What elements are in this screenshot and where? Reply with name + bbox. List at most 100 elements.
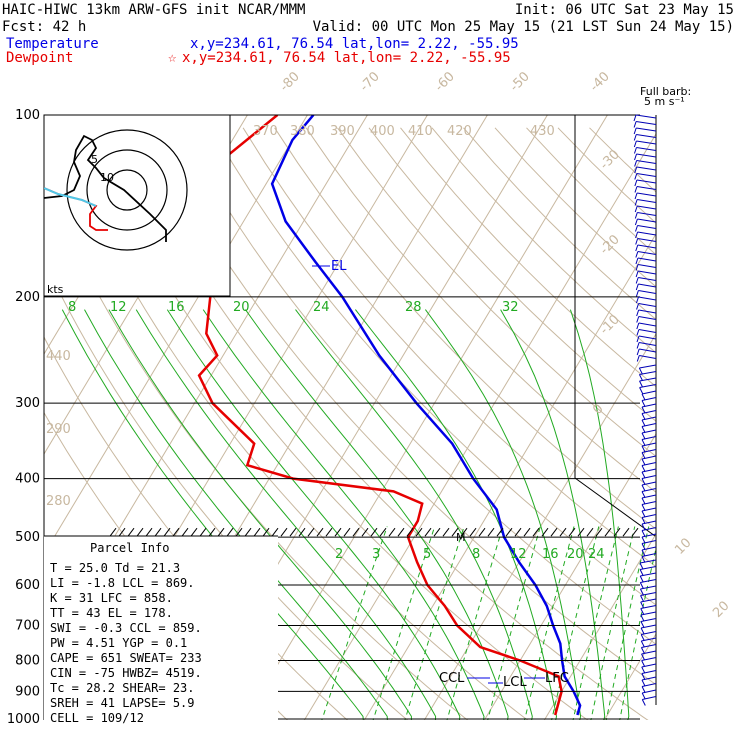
wind-barb-flag xyxy=(635,251,639,258)
parcel-info-row: LI = -1.8 LCL = 869. xyxy=(50,576,195,590)
mixing-ratio-label: 24 xyxy=(588,547,605,562)
wind-barb xyxy=(641,481,657,486)
mixing-ratio-line xyxy=(524,526,575,720)
hatch-mark xyxy=(559,527,567,537)
wind-barb-flag xyxy=(636,329,640,336)
wind-barb-flag xyxy=(641,692,646,700)
wind-barb-flag xyxy=(641,517,646,524)
hatch-mark xyxy=(514,527,522,537)
parcel-info-row: CELL = 109/12 xyxy=(50,711,144,725)
parcel-info-row: SWI = -0.3 CCL = 859. xyxy=(50,621,202,635)
dry-adiabat-line xyxy=(463,127,656,321)
lfc-label: LFC xyxy=(545,671,569,686)
wind-barb xyxy=(641,423,657,427)
wind-barb-flag xyxy=(636,342,640,349)
wind-barb xyxy=(640,624,657,629)
wind-barb-flag xyxy=(634,179,638,187)
wind-barb xyxy=(641,637,657,642)
wind-barb-flag xyxy=(640,640,645,648)
hatch-mark xyxy=(307,527,315,537)
hatch-mark xyxy=(460,527,468,537)
wind-barb xyxy=(640,605,657,609)
wind-barb-flag xyxy=(641,660,646,667)
temperature-legend: Temperature xyxy=(6,36,99,52)
pressure-tick-label: 1000 xyxy=(7,712,40,727)
isotherm-label: -30 xyxy=(597,147,623,173)
wind-barb-flag xyxy=(641,679,646,687)
hatch-mark xyxy=(505,527,513,537)
wind-barb-flag xyxy=(639,380,643,388)
hatch-mark xyxy=(352,527,360,537)
wind-barb-flag xyxy=(635,244,639,252)
wind-barb-flag xyxy=(636,303,640,310)
wind-barb xyxy=(636,192,657,197)
wind-barb xyxy=(641,670,657,674)
wind-barb xyxy=(641,644,657,648)
wind-barb xyxy=(641,520,657,525)
hatch-mark xyxy=(451,527,459,537)
theta-label: 290 xyxy=(46,422,71,437)
hatch-mark xyxy=(343,527,351,537)
wind-barb-flag xyxy=(641,452,646,459)
wind-barb xyxy=(636,140,657,145)
wind-barb-flag xyxy=(633,140,637,148)
wind-barb-flag xyxy=(641,666,646,674)
wind-barb xyxy=(641,390,657,395)
hatch-mark xyxy=(622,527,630,537)
wind-barb-flag xyxy=(633,127,637,135)
isotherm-label: -80 xyxy=(277,69,303,95)
wind-barb xyxy=(641,533,657,538)
pressure-tick-label: 900 xyxy=(15,684,40,699)
hatch-mark xyxy=(199,527,207,537)
hatch-mark xyxy=(253,527,261,537)
hatch-mark xyxy=(541,527,549,537)
pressure-tick-label: 500 xyxy=(15,530,40,545)
isotherm-label: -70 xyxy=(357,69,383,95)
mixing-ratio-label: 5 xyxy=(423,547,431,562)
wind-barb xyxy=(638,303,657,307)
hatch-mark xyxy=(478,527,486,537)
hatch-mark xyxy=(163,527,171,537)
hatch-mark xyxy=(235,527,243,537)
wind-barb xyxy=(641,494,657,499)
isotherm-label: -10 xyxy=(597,312,623,338)
wind-barb xyxy=(641,663,657,668)
ccl-label: CCL xyxy=(439,671,465,686)
wind-barb xyxy=(639,364,657,369)
wind-barb-flag xyxy=(635,257,639,265)
wind-barb-flag xyxy=(641,673,646,680)
parcel-info-row: Tc = 28.2 SHEAR= 23. xyxy=(50,681,195,695)
mixing-ratio-label: 20 xyxy=(233,300,250,315)
wind-barb-flag xyxy=(635,296,639,304)
wind-barb xyxy=(638,283,657,288)
wind-barb-flag xyxy=(640,614,645,622)
wind-barb-flag xyxy=(640,634,645,641)
valid-time: Valid: 00 UTC Mon 25 May 15 (21 LST Sun … xyxy=(313,19,734,35)
dry-adiabat-line xyxy=(400,127,656,388)
moist-adiabat-line xyxy=(166,309,461,720)
wind-barb-flag xyxy=(640,608,645,615)
hatch-mark xyxy=(172,527,180,537)
dry-adiabat-line xyxy=(148,127,656,686)
m-label: M xyxy=(456,531,466,544)
moist-adiabat-line xyxy=(84,309,388,720)
wind-barb xyxy=(641,527,657,531)
wind-barb xyxy=(640,585,657,590)
hatch-mark xyxy=(127,527,135,537)
hatch-mark xyxy=(109,527,117,537)
wind-barb xyxy=(641,488,657,492)
moist-adiabat-line xyxy=(244,309,509,720)
dry-adiabat-line xyxy=(305,127,656,493)
wind-barb-flag xyxy=(640,621,645,628)
wind-barb xyxy=(637,257,657,262)
forecast-hour: Fcst: 42 h xyxy=(2,19,86,35)
dewpoint-star-icon: ☆ xyxy=(168,50,177,66)
isotherm-line xyxy=(483,433,656,720)
hatch-mark xyxy=(118,527,126,537)
isotherm-label: -60 xyxy=(432,69,458,95)
wind-barb-flag xyxy=(641,530,646,537)
wind-barb-flag xyxy=(639,588,644,596)
theta-label: 390 xyxy=(330,124,355,139)
wind-barb xyxy=(636,147,657,151)
hatch-mark xyxy=(568,527,576,537)
